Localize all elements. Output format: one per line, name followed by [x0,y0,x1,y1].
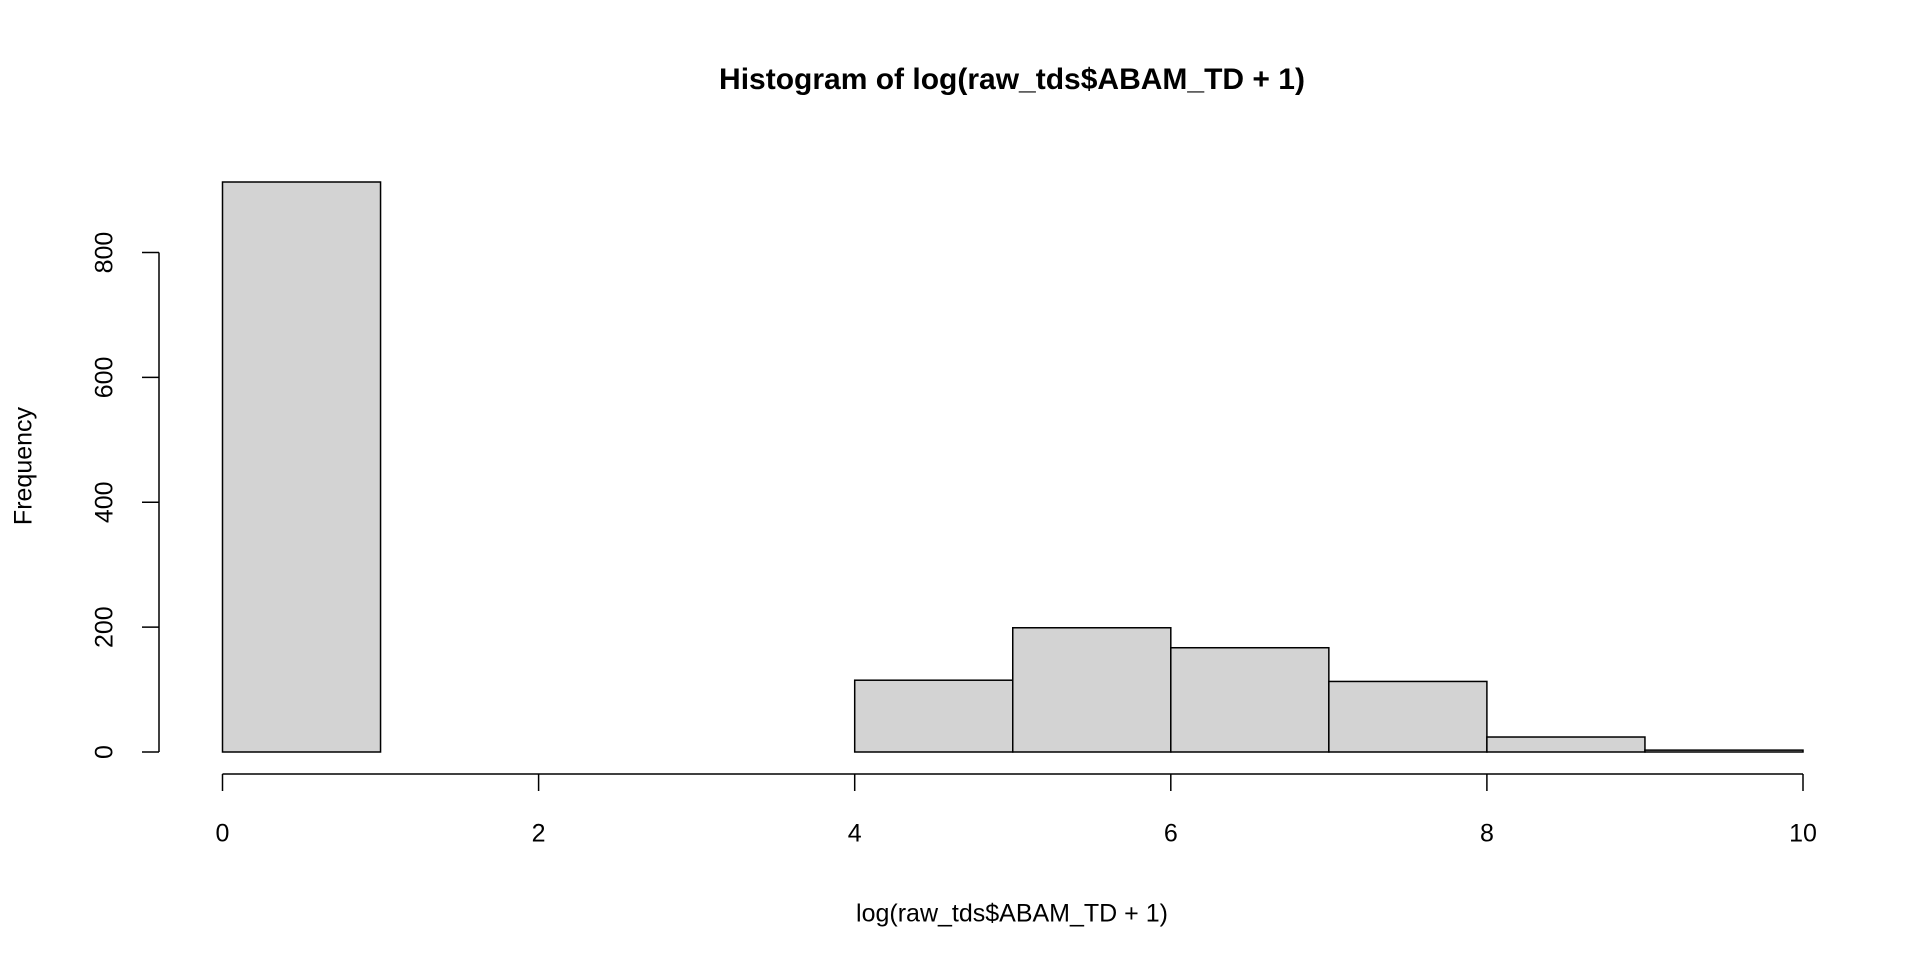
y-tick-label: 600 [91,357,119,399]
bar [1486,736,1646,753]
x-axis-label: log(raw_tds$ABAM_TD + 1) [856,900,1168,928]
x-tick-label: 0 [216,820,230,848]
bar [1012,627,1172,753]
bar [1328,680,1488,753]
y-axis-label: Frequency [10,406,38,525]
y-tick-label: 400 [91,481,119,523]
chart-title: Histogram of log(raw_tds$ABAM_TD + 1) [719,63,1305,96]
y-tick-label: 800 [91,232,119,274]
bar [221,181,382,753]
y-tick-label: 200 [91,606,119,648]
x-tick-label: 2 [532,820,546,848]
bar [1644,749,1804,753]
x-tick-label: 10 [1789,820,1817,848]
bar [1170,646,1330,753]
y-tick-label: 0 [91,745,119,759]
x-tick-label: 4 [848,820,862,848]
bar [853,679,1014,753]
x-tick-label: 8 [1480,820,1494,848]
x-tick-label: 6 [1164,820,1178,848]
